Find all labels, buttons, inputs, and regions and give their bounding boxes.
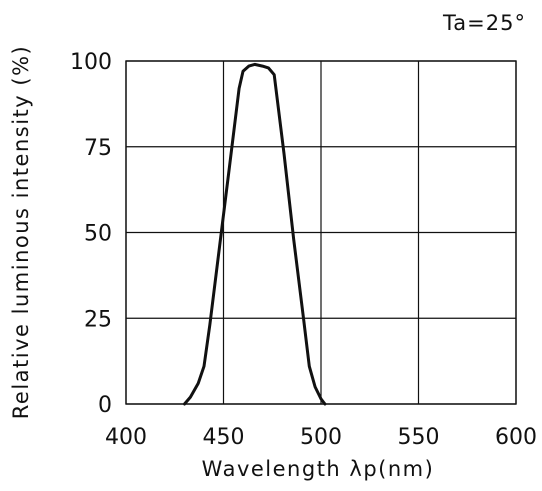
y-tick-label-0: 0 bbox=[98, 393, 112, 418]
plot-frame bbox=[125, 60, 517, 405]
x-tick-labels: 400 450 500 550 600 bbox=[105, 425, 537, 450]
x-tick-label-500: 500 bbox=[300, 425, 342, 450]
x-axis-title: Wavelength λp(nm) bbox=[202, 457, 435, 481]
temperature-annotation: Ta=25° bbox=[442, 11, 526, 35]
y-axis-title: Relative luminous intensity (%) bbox=[9, 45, 33, 419]
y-tick-label-25: 25 bbox=[84, 307, 112, 332]
y-tick-label-50: 50 bbox=[84, 222, 112, 247]
x-tick-label-400: 400 bbox=[105, 425, 147, 450]
x-tick-label-450: 450 bbox=[203, 425, 245, 450]
grid-lines bbox=[125, 60, 517, 405]
x-tick-label-600: 600 bbox=[495, 425, 537, 450]
y-tick-label-75: 75 bbox=[84, 136, 112, 161]
y-tick-labels: 0 25 50 75 100 bbox=[70, 50, 112, 418]
series-line-relative-intensity bbox=[183, 62, 327, 406]
y-tick-label-100: 100 bbox=[70, 50, 112, 75]
x-tick-label-550: 550 bbox=[398, 425, 440, 450]
